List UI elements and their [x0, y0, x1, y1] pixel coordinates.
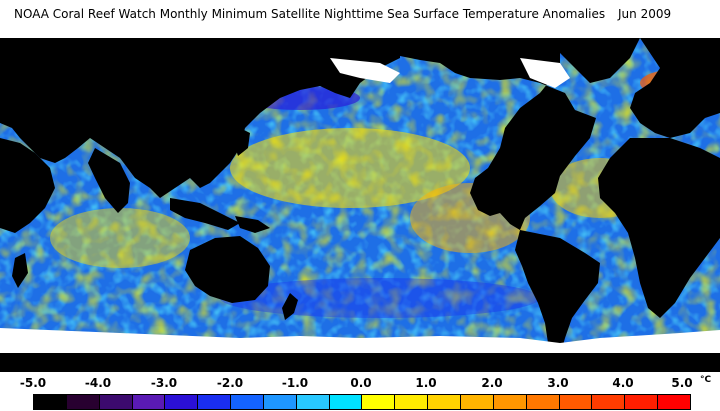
- colorbar-swatch: [34, 395, 67, 409]
- colorbar-swatch: [66, 395, 100, 409]
- colorbar: [33, 394, 691, 410]
- tick-label: 5.0: [671, 376, 693, 390]
- tick-label: 1.0: [415, 376, 437, 390]
- cool-patch-south: [220, 278, 540, 318]
- colorbar-swatch: [99, 395, 133, 409]
- colorbar-swatch: [460, 395, 494, 409]
- colorbar-swatch: [362, 395, 396, 409]
- land-north-america: [400, 38, 596, 230]
- tick-label: -4.0: [84, 376, 112, 390]
- sst-anomaly-map: [0, 38, 720, 372]
- colorbar-swatch: [132, 395, 166, 409]
- colorbar-swatch: [625, 395, 659, 409]
- colorbar-swatch: [428, 395, 461, 409]
- warm-patch-indian: [50, 208, 190, 268]
- antarctica: [0, 353, 720, 372]
- land-eurasia: [0, 38, 400, 198]
- colorbar-swatch: [329, 395, 363, 409]
- land-india: [88, 148, 130, 213]
- tick-label: 4.0: [612, 376, 634, 390]
- tick-label: -2.0: [216, 376, 244, 390]
- colorbar-swatch: [559, 395, 593, 409]
- tick-label: -5.0: [19, 376, 47, 390]
- colorbar-swatch: [592, 395, 626, 409]
- land-africa: [598, 138, 720, 318]
- colorbar-swatch: [198, 395, 232, 409]
- land-south-america: [515, 230, 600, 358]
- colorbar-swatch: [165, 395, 199, 409]
- tick-label: 2.0: [481, 376, 503, 390]
- colorbar-swatch: [493, 395, 527, 409]
- colorbar-unit: °C: [700, 375, 712, 385]
- map-date: Jun 2009: [618, 7, 672, 21]
- map-title-bar: NOAA Coral Reef Watch Monthly Minimum Sa…: [0, 0, 720, 38]
- land-greenland: [545, 38, 640, 83]
- map-title: NOAA Coral Reef Watch Monthly Minimum Sa…: [14, 7, 606, 21]
- land-masses: [0, 38, 720, 358]
- colorbar-swatch: [263, 395, 297, 409]
- colorbar-swatch: [296, 395, 330, 409]
- land-australia: [185, 236, 270, 303]
- tick-label: 0.0: [350, 376, 372, 390]
- land-europe: [630, 38, 720, 138]
- land-new-guinea: [235, 216, 270, 233]
- land-new-zealand: [282, 293, 298, 320]
- colorbar-tick-labels: -5.0 -4.0 -3.0 -2.0 -1.0 0.0 1.0 2.0 3.0…: [0, 376, 720, 394]
- tick-label: -3.0: [150, 376, 178, 390]
- colorbar-swatch: [231, 395, 264, 409]
- tick-label: 3.0: [547, 376, 569, 390]
- land-madagascar: [12, 253, 28, 288]
- colorbar-swatch: [395, 395, 429, 409]
- hudson-ice: [520, 58, 570, 88]
- warm-patch-north-pacific: [230, 128, 470, 208]
- arctic-ice: [330, 58, 400, 83]
- land-japan: [234, 128, 250, 156]
- tick-label: -1.0: [281, 376, 309, 390]
- land-africa-west: [0, 138, 55, 233]
- colorbar-swatch: [526, 395, 560, 409]
- colorbar-swatch: [658, 395, 690, 409]
- land-indonesia: [170, 198, 240, 230]
